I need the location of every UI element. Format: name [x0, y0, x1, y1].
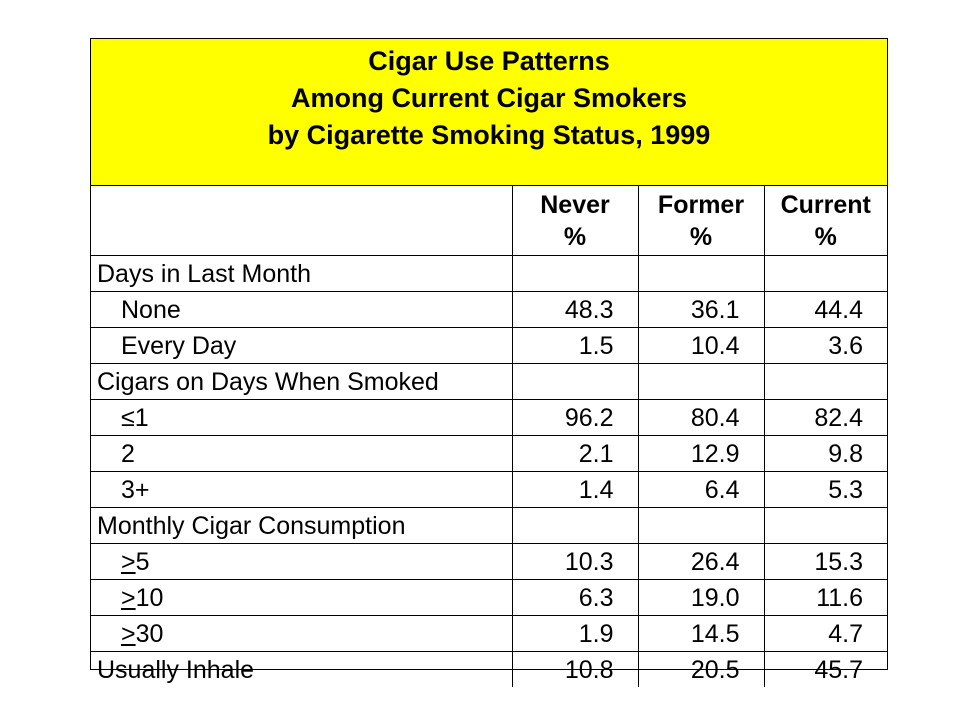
cell-value: 1.9 — [511, 615, 639, 652]
cell-value: 20.5 — [637, 651, 765, 687]
cell-value — [763, 507, 887, 544]
cell-value — [637, 507, 765, 544]
cell-value: 12.9 — [637, 435, 765, 472]
row-label: Cigars on Days When Smoked — [91, 363, 513, 400]
row-label-text: None — [121, 295, 181, 324]
cell-value: 48.3 — [511, 291, 639, 328]
header-former-name: Former — [657, 190, 745, 219]
cell-value: 4.7 — [763, 615, 887, 652]
cell-value: 10.4 — [637, 327, 765, 364]
row-label: >30 — [91, 615, 513, 652]
cell-value: 10.8 — [511, 651, 639, 687]
table-row: 2 2.1 12.9 9.8 — [91, 435, 887, 472]
cell-value: 15.3 — [763, 543, 887, 580]
cell-value — [511, 255, 639, 292]
row-label: Every Day — [91, 327, 513, 364]
cell-value: 96.2 — [511, 399, 639, 436]
gte-marker: > — [121, 583, 136, 612]
cell-value: 5.3 — [763, 471, 887, 508]
cell-value: 19.0 — [637, 579, 765, 616]
table-row: Every Day 1.5 10.4 3.6 — [91, 327, 887, 364]
cell-value — [511, 363, 639, 400]
cell-value: 36.1 — [637, 291, 765, 328]
cell-value: 2.1 — [511, 435, 639, 472]
row-label-text: Cigars on Days When Smoked — [97, 367, 439, 396]
row-label-text: >30 — [121, 619, 164, 648]
row-label-text: Days in Last Month — [97, 259, 311, 288]
table-row: Days in Last Month — [91, 255, 887, 292]
table-row: >10 6.3 19.0 11.6 — [91, 579, 887, 616]
row-label-text: ≤1 — [121, 403, 149, 432]
header-current-unit: % — [814, 222, 837, 251]
cell-value: 10.3 — [511, 543, 639, 580]
table-row: ≤1 96.2 80.4 82.4 — [91, 399, 887, 436]
cell-value — [511, 507, 639, 544]
row-label: >5 — [91, 543, 513, 580]
cell-value: 44.4 — [763, 291, 887, 328]
row-label: Days in Last Month — [91, 255, 513, 292]
row-label-text: >5 — [121, 547, 150, 576]
row-label: Usually Inhale — [91, 651, 513, 687]
title-banner: Cigar Use Patterns Among Current Cigar S… — [91, 39, 887, 186]
table-row: None 48.3 36.1 44.4 — [91, 291, 887, 328]
header-current: Current % — [763, 186, 887, 256]
cell-value: 1.5 — [511, 327, 639, 364]
cell-value: 80.4 — [637, 399, 765, 436]
title-line-2: Among Current Cigar Smokers — [290, 83, 688, 113]
table-row: >5 10.3 26.4 15.3 — [91, 543, 887, 580]
header-row: Never % Former % Current % — [91, 186, 887, 256]
cell-value: 1.4 — [511, 471, 639, 508]
row-label: Monthly Cigar Consumption — [91, 507, 513, 544]
cell-value: 6.3 — [511, 579, 639, 616]
header-never: Never % — [511, 186, 639, 256]
slide-frame: Cigar Use Patterns Among Current Cigar S… — [90, 38, 888, 687]
gte-marker: > — [121, 547, 136, 576]
title-line-3: by Cigarette Smoking Status, 1999 — [267, 120, 711, 150]
row-label-text: >10 — [121, 583, 164, 612]
cell-value — [763, 255, 887, 292]
row-label-text: 3+ — [121, 475, 150, 504]
row-label: None — [91, 291, 513, 328]
row-label-text: Monthly Cigar Consumption — [97, 511, 406, 540]
header-former-unit: % — [689, 222, 713, 251]
cell-value — [763, 363, 887, 400]
data-table: Never % Former % Current % Days in Last … — [91, 186, 887, 687]
cell-value: 14.5 — [637, 615, 765, 652]
row-label-text: 2 — [121, 439, 135, 468]
cell-value: 45.7 — [763, 651, 887, 687]
cell-value: 26.4 — [637, 543, 765, 580]
gte-marker: > — [121, 619, 136, 648]
cell-value: 82.4 — [763, 399, 887, 436]
header-never-name: Never — [540, 190, 610, 219]
header-blank — [91, 186, 513, 256]
table-row: Cigars on Days When Smoked — [91, 363, 887, 400]
cell-value: 9.8 — [763, 435, 887, 472]
cell-value — [637, 255, 765, 292]
table-row: Usually Inhale 10.8 20.5 45.7 — [91, 651, 887, 687]
table-row: Monthly Cigar Consumption — [91, 507, 887, 544]
table-row: >30 1.9 14.5 4.7 — [91, 615, 887, 652]
cell-value: 6.4 — [637, 471, 765, 508]
row-label: ≤1 — [91, 399, 513, 436]
row-label-text: Usually Inhale — [97, 655, 255, 684]
cell-value: 3.6 — [763, 327, 887, 364]
cell-value: 11.6 — [763, 579, 887, 616]
row-label: 3+ — [91, 471, 513, 508]
header-never-unit: % — [563, 222, 587, 251]
table-body: Days in Last Month None 48.3 36.1 44.4 Every … — [91, 255, 887, 687]
header-former: Former % — [637, 186, 765, 256]
cell-value — [637, 363, 765, 400]
title-line-1: Cigar Use Patterns — [368, 46, 610, 76]
row-label: >10 — [91, 579, 513, 616]
table-row: 3+ 1.4 6.4 5.3 — [91, 471, 887, 508]
row-label-text: Every Day — [121, 331, 237, 360]
header-current-name: Current — [780, 190, 871, 219]
row-label: 2 — [91, 435, 513, 472]
